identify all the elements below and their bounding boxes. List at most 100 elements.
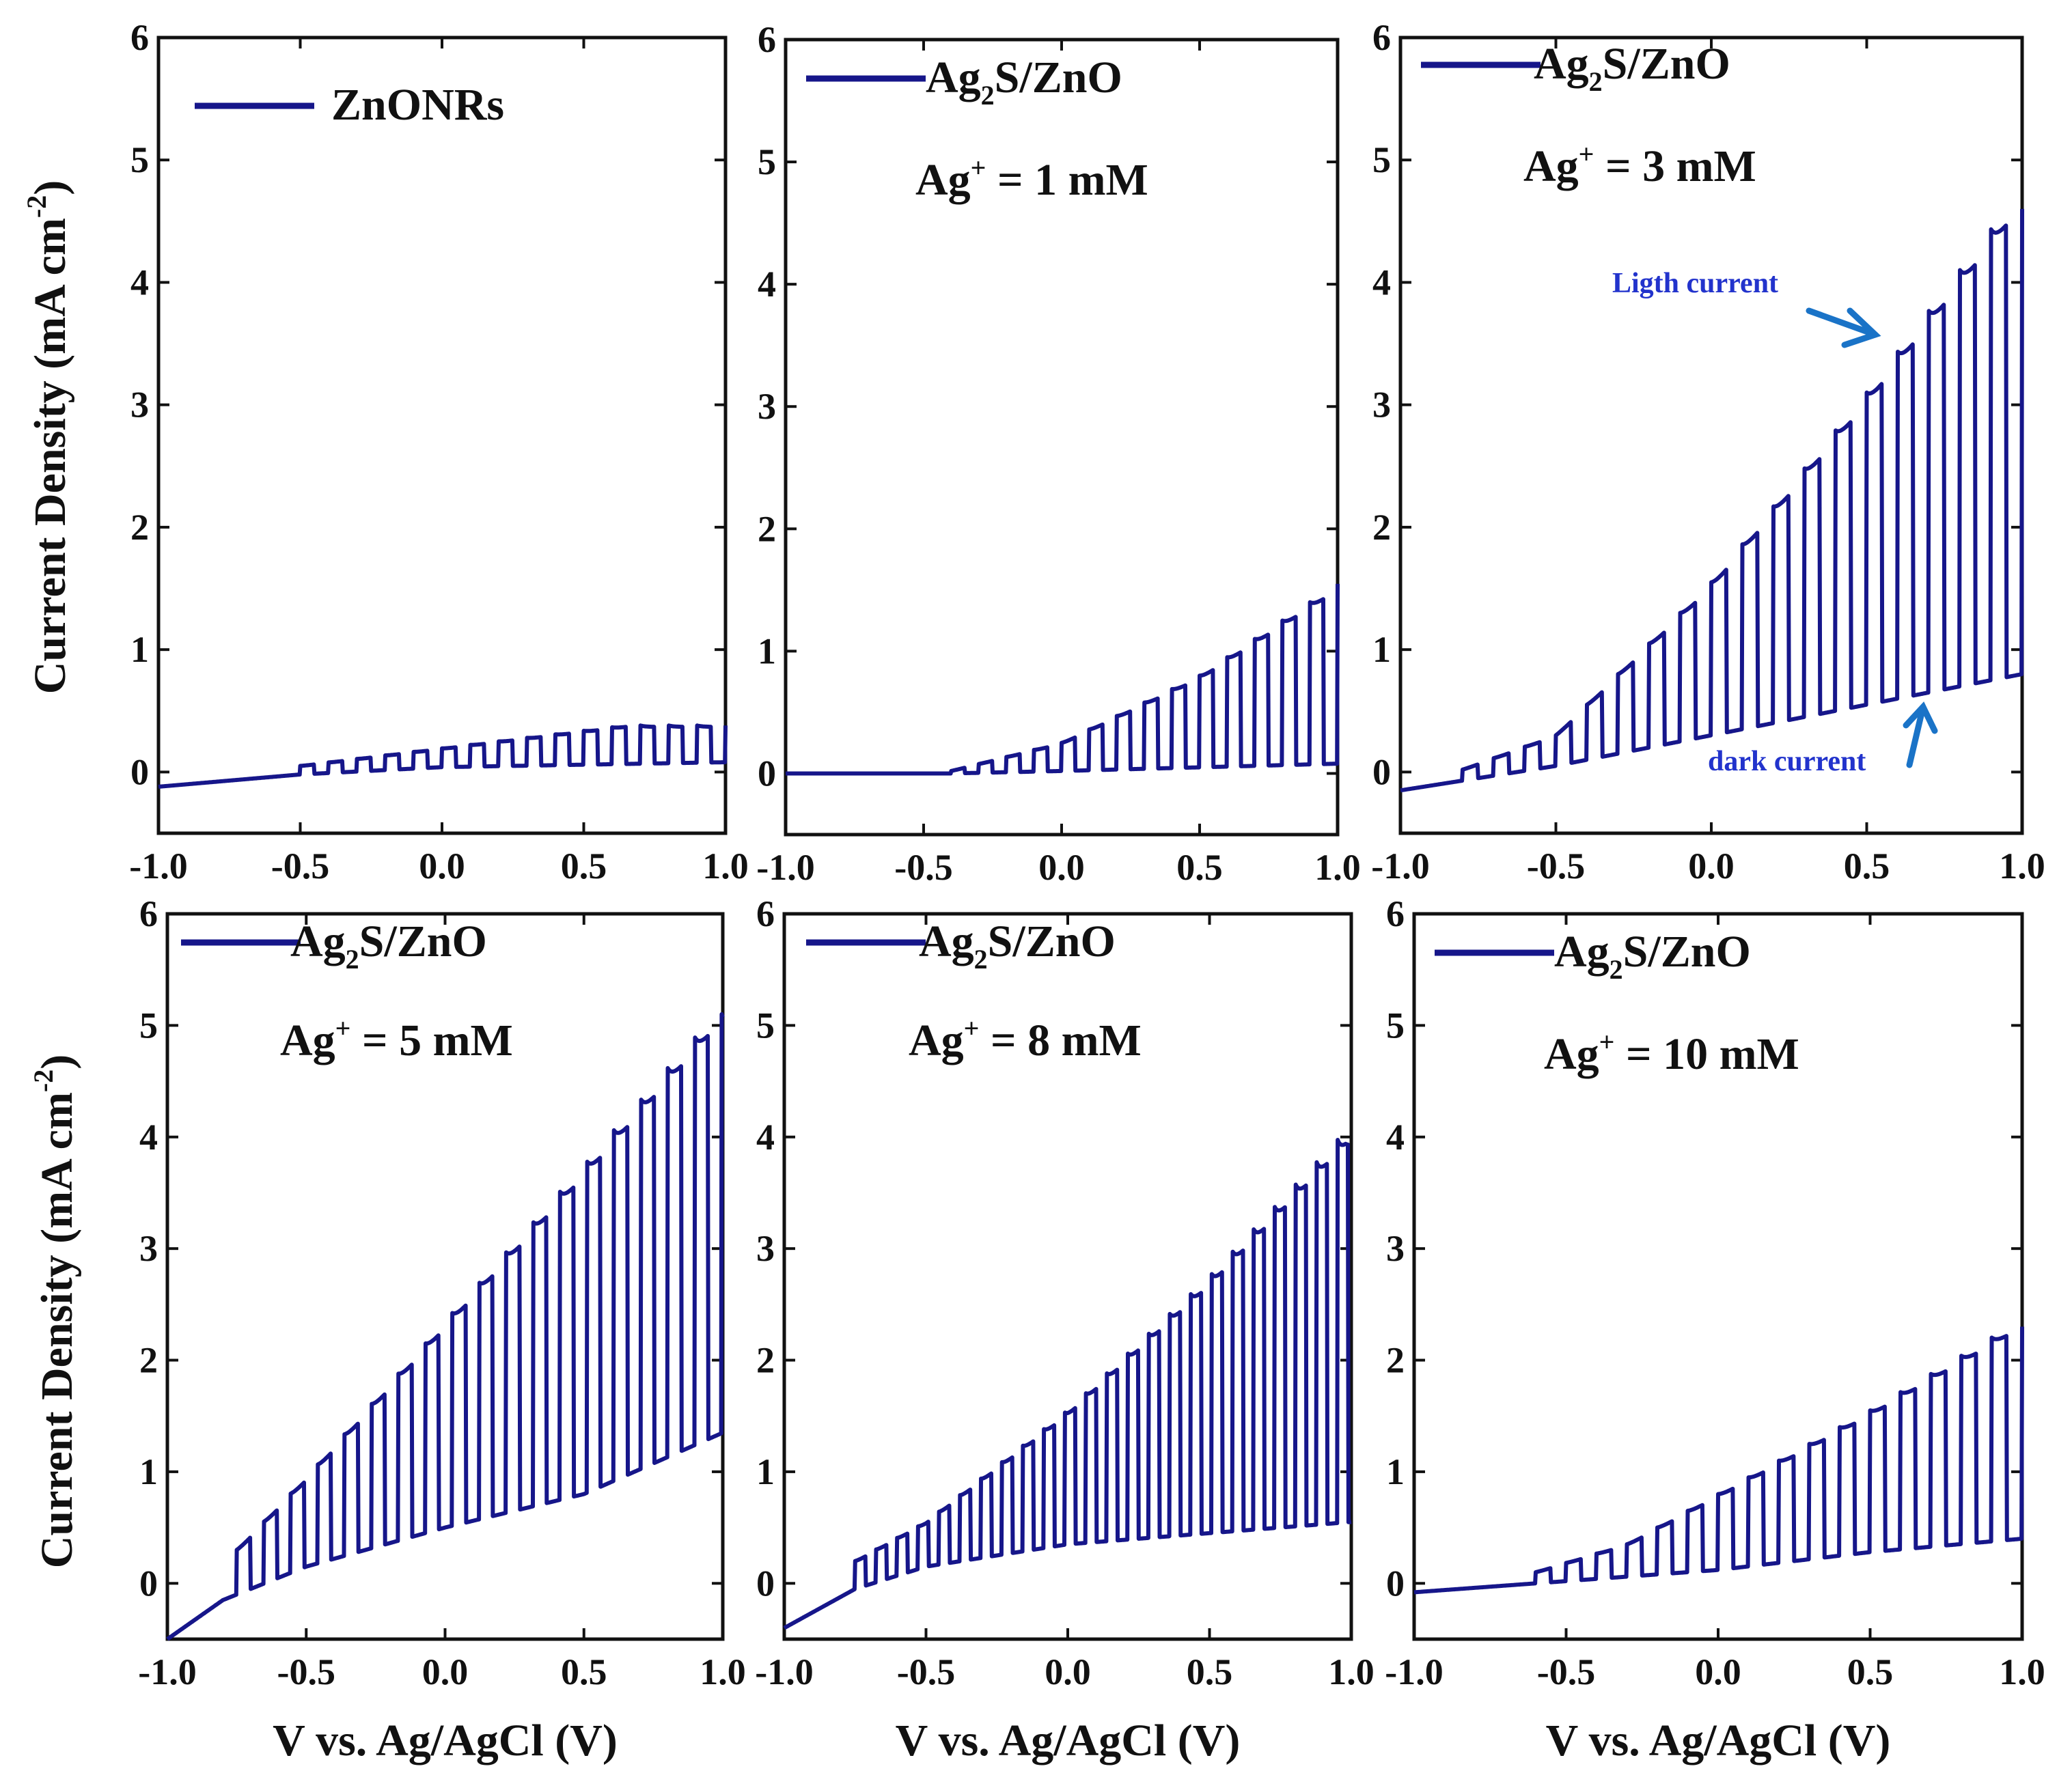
y-tick-label: 6: [1386, 893, 1405, 934]
series-line: [784, 583, 1340, 776]
series-line: [1412, 1326, 2024, 1595]
y-tick-label: 4: [1386, 1117, 1405, 1158]
y-tick-label: 6: [758, 19, 776, 60]
x-tick-label: 1.0: [1999, 1651, 2045, 1692]
x-tick-label: 0.0: [1695, 1651, 1741, 1692]
y-tick-label: 3: [139, 1228, 158, 1269]
y-tick-label: 4: [758, 264, 776, 305]
y-tick-label: 6: [756, 893, 775, 934]
y-tick-label: 3: [1386, 1228, 1405, 1269]
y-tick-label: 4: [139, 1117, 158, 1158]
light-current-arrow: [1806, 307, 1881, 348]
x-tick-label: -1.0: [129, 846, 187, 886]
x-tick-label: 0.0: [1038, 847, 1085, 888]
x-tick-label: -0.5: [271, 846, 329, 886]
y-axis-title-bottom: Current Density (mA cm-2): [28, 1055, 82, 1568]
x-tick-label: -1.0: [138, 1651, 196, 1692]
y-tick-label: 1: [756, 1451, 775, 1492]
dark-current-label: dark current: [1708, 746, 1866, 777]
y-tick-label: 4: [1372, 262, 1391, 303]
y-tick-label: 3: [130, 385, 149, 425]
concentration-label: Ag+ = 3 mM: [1523, 139, 1756, 191]
y-tick-label: 4: [130, 262, 149, 303]
series-line: [165, 1012, 725, 1641]
y-tick-label: 1: [1386, 1451, 1405, 1492]
x-tick-label: 0.5: [1847, 1651, 1894, 1692]
y-tick-label: 1: [139, 1451, 158, 1492]
y-tick-label: 5: [1386, 1005, 1405, 1046]
panel-b: 0 1 2 3 4 5 6 -1.0 -0.5 0.0 0.5 1.0 Ag2S/ZnO Ag+ = 1 …: [756, 19, 1360, 888]
y-tick-label: 2: [130, 507, 149, 548]
x-tick-label: -0.5: [897, 1651, 955, 1692]
panel-d: 0 1 2 3 4 5 6 -1.0 -0.5 0.0 0.5 1.0 V vs. Ag/AgCl (V…: [138, 893, 745, 1765]
x-tick-label: 0.5: [1844, 846, 1890, 886]
y-tick-label: 2: [1372, 507, 1391, 548]
legend-label: Ag2S/ZnO: [1554, 927, 1751, 985]
legend-label: Ag2S/ZnO: [919, 917, 1116, 975]
x-tick-label: 1.0: [1999, 846, 2045, 886]
y-tick-label: 6: [139, 893, 158, 934]
x-tick-label: -1.0: [755, 1651, 813, 1692]
panel-c: 0 1 2 3 4 5 6 -1.0 -0.5 0.0 0.5 1.0 Ag2S/ZnO Ag+ = 3 …: [1371, 17, 2045, 886]
x-tick-label: -1.0: [1385, 1651, 1443, 1692]
concentration-label: Ag+ = 10 mM: [1544, 1027, 1799, 1079]
y-tick-label: 2: [1386, 1340, 1405, 1381]
x-tick-label: 0.5: [1187, 1651, 1233, 1692]
y-tick-label: 6: [130, 17, 149, 58]
y-tick-label: 6: [1372, 17, 1391, 58]
y-tick-label: 2: [139, 1340, 158, 1381]
y-tick-label: 0: [758, 753, 776, 794]
y-tick-label: 0: [1372, 751, 1391, 792]
x-tick-label: 0.5: [1176, 847, 1223, 888]
x-tick-label: -1.0: [756, 847, 814, 888]
x-tick-label: 0.5: [561, 1651, 607, 1692]
y-tick-label: 5: [130, 139, 149, 180]
light-current-label: Ligth current: [1612, 268, 1778, 299]
panels: 0 1 2 3 4 5 6 -1.0 -0.5 0.0 0.5 1.0 ZnONRs 0 1 2 3 4 5 6 -1.…: [129, 17, 2045, 1765]
x-tick-label: 0.0: [422, 1651, 469, 1692]
x-tick-label: 1.0: [702, 846, 749, 886]
x-axis-title: V vs. Ag/AgCl (V): [896, 1716, 1241, 1765]
y-tick-label: 1: [1372, 629, 1391, 670]
y-tick-label: 0: [130, 751, 149, 792]
plot-frame: [156, 36, 728, 835]
y-tick-label: 1: [130, 629, 149, 670]
series-line: [156, 723, 728, 789]
y-tick-label: 5: [756, 1005, 775, 1046]
concentration-label: Ag+ = 8 mM: [909, 1013, 1142, 1065]
x-tick-label: 1.0: [1314, 847, 1361, 888]
y-tick-label: 5: [758, 141, 776, 182]
panel-e: 0 1 2 3 4 5 6 -1.0 -0.5 0.0 0.5 1.0 V vs. Ag/AgCl (V…: [755, 893, 1374, 1765]
x-tick-label: -0.5: [894, 847, 952, 888]
x-tick-label: 0.0: [1688, 846, 1735, 886]
dark-current-arrow: [1903, 701, 1938, 768]
x-tick-label: -0.5: [1527, 846, 1585, 886]
y-tick-label: 3: [758, 386, 776, 427]
x-tick-label: 0.5: [561, 846, 607, 886]
x-tick-label: -0.5: [277, 1651, 335, 1692]
panel-a: 0 1 2 3 4 5 6 -1.0 -0.5 0.0 0.5 1.0 ZnONRs: [129, 17, 748, 886]
x-axis-title: V vs. Ag/AgCl (V): [273, 1716, 618, 1765]
x-tick-label: -1.0: [1371, 846, 1429, 886]
series-line: [782, 1138, 1353, 1630]
legend-label: ZnONRs: [331, 80, 504, 130]
y-tick-label: 0: [1386, 1563, 1405, 1604]
y-tick-label: 5: [139, 1005, 158, 1046]
y-tick-label: 3: [756, 1228, 775, 1269]
legend-label: Ag2S/ZnO: [1534, 39, 1730, 97]
y-axis-title-top: Current Density (mA cm-2): [21, 180, 75, 694]
y-tick-label: 4: [756, 1117, 775, 1158]
y-tick-label: 2: [756, 1340, 775, 1381]
legend-label: Ag2S/ZnO: [290, 917, 487, 975]
y-tick-label: 0: [756, 1563, 775, 1604]
x-axis-title: V vs. Ag/AgCl (V): [1546, 1716, 1891, 1765]
concentration-label: Ag+ = 5 mM: [280, 1013, 513, 1065]
x-tick-label: 1.0: [1328, 1651, 1375, 1692]
y-tick-label: 3: [1372, 385, 1391, 425]
panel-f: 0 1 2 3 4 5 6 -1.0 -0.5 0.0 0.5 1.0 V vs. Ag/AgCl (V…: [1385, 893, 2045, 1765]
x-tick-label: 0.0: [419, 846, 465, 886]
x-tick-label: 0.0: [1045, 1651, 1091, 1692]
legend-label: Ag2S/ZnO: [926, 53, 1122, 111]
y-tick-label: 1: [758, 630, 776, 671]
concentration-label: Ag+ = 1 mM: [915, 152, 1148, 205]
